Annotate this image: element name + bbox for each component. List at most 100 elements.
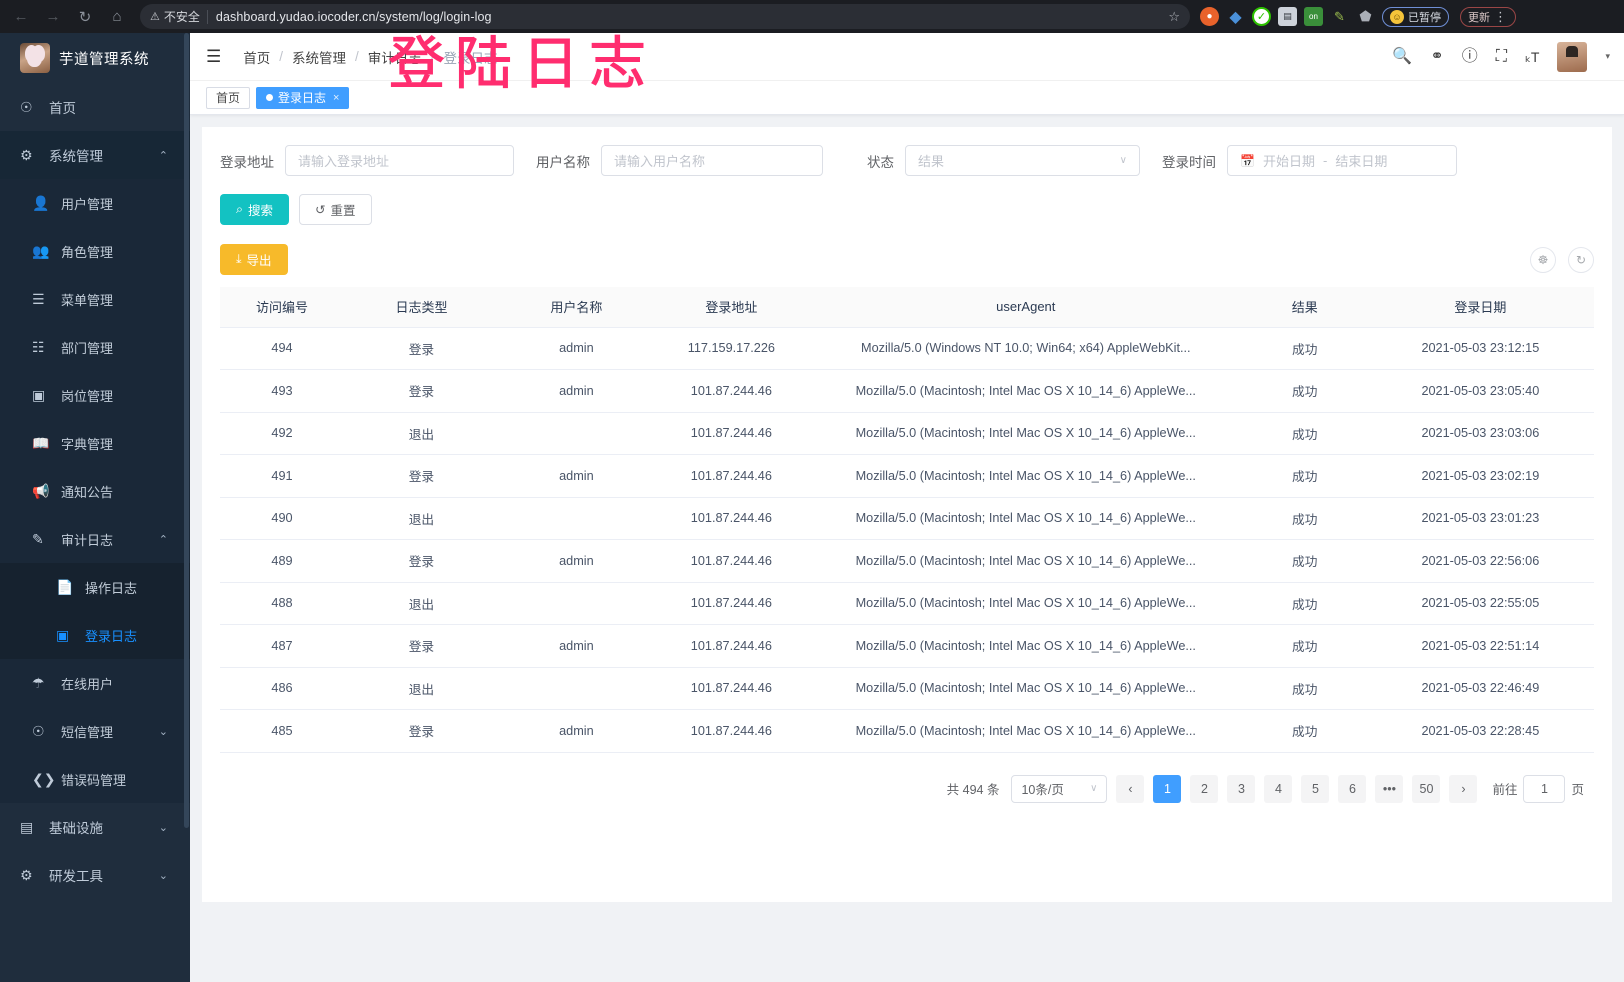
column-settings-icon[interactable]: ☸ [1530,246,1556,273]
cell-date: 2021-05-03 22:46:49 [1366,667,1594,710]
sidebar-item-dev-tools[interactable]: ⚙ 研发工具 ⌄ [0,851,190,899]
cell-result: 成功 [1242,454,1367,498]
jump-label: 前往 [1492,783,1518,797]
close-icon[interactable]: × [333,91,340,104]
reset-button[interactable]: ↺ 重置 [299,194,372,225]
breadcrumb-separator: / [355,49,359,64]
sidebar-item-sms[interactable]: ☉ 短信管理 ⌄ [0,707,190,755]
sidebar-item-label: 通知公告 [61,484,114,500]
table-row[interactable]: 490 退出 101.87.244.46 Mozilla/5.0 (Macintosh… [220,497,1594,540]
tab-home[interactable]: 首页 [206,86,251,109]
pagination-page-6[interactable]: 6 [1338,774,1367,803]
sidebar-item-login-log[interactable]: ▣ 登录日志 [0,611,190,659]
sidebar-item-infrastructure[interactable]: ▤ 基础设施 ⌄ [0,803,190,851]
pagination-next[interactable]: › [1449,774,1478,803]
sidebar-item-roles[interactable]: 👥 角色管理 [0,227,190,275]
sidebar-item-departments[interactable]: ☷ 部门管理 [0,323,190,371]
breadcrumb-item[interactable]: 首页 [243,50,271,66]
shield-icon: ☉ [32,722,45,739]
table-row[interactable]: 487 登录 admin 101.87.244.46 Mozilla/5.0 (Maci… [220,624,1594,668]
pagination-page-5[interactable]: 5 [1301,774,1330,803]
cell-id: 490 [220,497,344,540]
cell-id: 487 [220,624,344,668]
pagination-jump: 前往 1 页 [1492,774,1584,803]
translate-extension-icon[interactable]: on [1304,7,1323,26]
table-row[interactable]: 492 退出 101.87.244.46 Mozilla/5.0 (Macintosh… [220,412,1594,455]
breadcrumb-item[interactable]: 审计日志 [367,50,422,66]
table-row[interactable]: 486 退出 101.87.244.46 Mozilla/5.0 (Macintosh… [220,667,1594,710]
cell-address: 101.87.244.46 [653,667,809,710]
sidebar-item-system[interactable]: ⚙ 系统管理 ⌃ [0,131,190,179]
search-icon[interactable]: 🔍 [1392,47,1413,65]
sidebar-item-online-users[interactable]: ☂ 在线用户 [0,659,190,707]
breadcrumb-item[interactable]: 系统管理 [292,50,347,66]
hamburger-icon[interactable]: ☰ [206,46,222,66]
wechat-extension-icon[interactable]: ✓ [1252,7,1271,26]
table-row[interactable]: 488 退出 101.87.244.46 Mozilla/5.0 (Macintosh… [220,582,1594,625]
font-size-icon[interactable]: ₖT [1524,48,1540,65]
ubuntu-extension-icon[interactable]: ● [1200,7,1219,26]
sidebar-item-menus[interactable]: ☰ 菜单管理 [0,275,190,323]
sidebar-item-error-codes[interactable]: ❮❯ 错误码管理 [0,755,190,803]
sidebar-item-positions[interactable]: ▣ 岗位管理 [0,371,190,419]
sidebar-item-operation-log[interactable]: 📄 操作日志 [0,563,190,611]
cell-address: 101.87.244.46 [653,369,809,413]
sidebar-item-audit-log[interactable]: ✎ 审计日志 ⌃ [0,515,190,563]
avatar[interactable] [1557,41,1588,72]
home-icon[interactable]: ⌂ [112,8,122,25]
kebab-menu-icon[interactable]: ⋮ [1494,8,1508,24]
column-header-address: 登录地址 [653,287,809,328]
sidebar-item-label: 审计日志 [61,532,114,548]
forward-arrow-icon[interactable]: → [45,8,61,25]
jump-input[interactable]: 1 [1523,774,1566,803]
pagination-page-2[interactable]: 2 [1190,774,1219,803]
pagination-page-last[interactable]: 50 [1412,774,1441,803]
pagination-page-3[interactable]: 3 [1227,774,1256,803]
login-time-range-picker[interactable]: 📅 开始日期 - 结束日期 [1227,145,1457,176]
cell-result: 成功 [1242,497,1367,540]
help-icon[interactable]: ⓘ [1461,47,1478,65]
reload-icon[interactable]: ↻ [78,8,92,26]
table-row[interactable]: 489 登录 admin 101.87.244.46 Mozilla/5.0 (Maci… [220,539,1594,583]
export-button[interactable]: ⤓ 导出 [220,244,288,275]
status-select[interactable]: 结果 ∨ [905,145,1140,176]
puzzle-extension-icon[interactable]: ⬟ [1359,8,1372,24]
refresh-icon[interactable]: ↻ [1568,246,1594,273]
sidebar-item-home[interactable]: ☉ 首页 [0,83,190,131]
sidebar-item-dictionary[interactable]: 📖 字典管理 [0,419,190,467]
address-bar[interactable]: ⚠ 不安全 dashboard.yudao.iocoder.cn/system/… [140,4,1190,29]
gear-icon: ⚙ [20,146,33,163]
table-row[interactable]: 491 登录 admin 101.87.244.46 Mozilla/5.0 (Maci… [220,454,1594,498]
diamond-extension-icon[interactable]: ◆ [1229,8,1242,26]
sidebar-item-notices[interactable]: 📢 通知公告 [0,467,190,515]
table-tool-icons: ☸ ↻ [1530,246,1594,273]
update-pill[interactable]: 更新 ⋮ [1460,6,1516,27]
url-text: dashboard.yudao.iocoder.cn/system/log/lo… [215,9,492,24]
sidebar-logo[interactable]: 芋道管理系统 [0,33,190,83]
paint-extension-icon[interactable]: ✎ [1334,8,1345,24]
cell-result: 成功 [1242,582,1367,625]
star-icon[interactable]: ☆ [1168,8,1180,24]
badge-icon: ▣ [32,386,46,403]
pagination-ellipsis[interactable]: ••• [1375,774,1404,803]
notes-extension-icon[interactable]: ▤ [1278,7,1297,26]
tab-login-log[interactable]: 登录日志 × [256,86,350,109]
table-row[interactable]: 485 登录 admin 101.87.244.46 Mozilla/5.0 (Maci… [220,709,1594,753]
pagination-prev[interactable]: ‹ [1116,774,1145,803]
search-button[interactable]: ⌕ 搜索 [220,194,290,225]
sidebar-item-users[interactable]: 👤 用户管理 [0,179,190,227]
user-name-input[interactable]: 请输入用户名称 [601,145,823,176]
paused-pill[interactable]: ☺ 已暂停 [1382,6,1449,27]
cell-type: 登录 [343,624,499,668]
back-arrow-icon[interactable]: ← [13,8,29,25]
pagination-page-4[interactable]: 4 [1264,774,1293,803]
chevron-down-icon[interactable]: ▾ [1605,51,1610,61]
pagination-page-1[interactable]: 1 [1153,774,1182,803]
table-row[interactable]: 494 登录 admin 117.159.17.226 Mozilla/5.0 (Win… [220,327,1594,370]
page-size-select[interactable]: 10条/页 ∨ [1011,774,1108,803]
sidebar-scrollbar[interactable] [184,33,189,828]
login-address-input[interactable]: 请输入登录地址 [285,145,514,176]
table-row[interactable]: 493 登录 admin 101.87.244.46 Mozilla/5.0 (Maci… [220,369,1594,413]
github-icon[interactable]: ⚭ [1430,47,1444,65]
fullscreen-icon[interactable]: ⛶ [1495,47,1507,65]
